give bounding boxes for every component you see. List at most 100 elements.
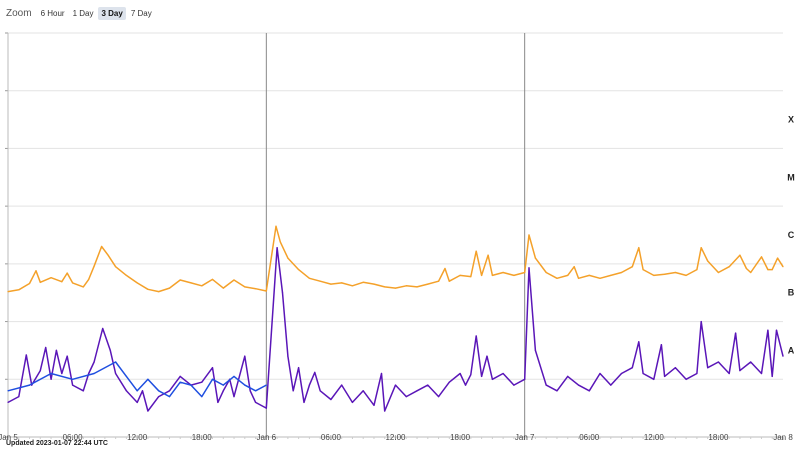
x-tick-label: Jan 5 bbox=[0, 433, 18, 442]
data-point-short_alt bbox=[93, 372, 95, 375]
data-point-short bbox=[728, 372, 730, 375]
data-point-short_alt bbox=[50, 372, 52, 375]
data-point-short bbox=[481, 375, 483, 377]
data-point-short_alt bbox=[115, 361, 117, 363]
data-point-long bbox=[308, 277, 310, 279]
zoom-3-day-button[interactable]: 3 Day bbox=[98, 6, 126, 20]
data-point-long bbox=[771, 269, 773, 271]
data-point-short bbox=[707, 367, 709, 369]
data-point-short bbox=[475, 335, 477, 337]
flare-class-label-c: C bbox=[788, 230, 795, 240]
zoom-7-day-button[interactable]: 7 Day bbox=[127, 6, 155, 20]
data-point-short bbox=[287, 355, 289, 357]
data-point-short bbox=[528, 267, 530, 269]
data-point-short bbox=[330, 398, 332, 401]
data-point-long bbox=[136, 282, 138, 284]
series-line-short_alt bbox=[7, 361, 267, 398]
data-point-long bbox=[384, 286, 386, 288]
data-point-long bbox=[707, 260, 709, 262]
data-point-short bbox=[545, 384, 547, 386]
data-point-short bbox=[308, 384, 310, 386]
data-point-short bbox=[201, 381, 203, 383]
data-point-short bbox=[717, 361, 720, 363]
data-point-long bbox=[696, 269, 698, 271]
data-point-long bbox=[717, 271, 720, 274]
data-point-long bbox=[28, 282, 31, 285]
x-tick-label: 18:00 bbox=[192, 433, 213, 442]
data-point-short bbox=[524, 378, 526, 380]
data-point-long bbox=[782, 266, 784, 268]
data-point-long bbox=[222, 287, 224, 289]
data-point-short bbox=[771, 375, 773, 377]
data-point-long bbox=[275, 225, 277, 227]
data-point-long bbox=[487, 254, 489, 256]
data-point-long bbox=[573, 266, 575, 268]
data-point-short bbox=[72, 384, 74, 386]
data-point-long bbox=[341, 282, 343, 284]
data-point-long bbox=[674, 271, 677, 274]
data-point-long bbox=[556, 277, 558, 279]
data-point-short bbox=[735, 332, 737, 334]
x-tick-label: Jan 7 bbox=[515, 433, 535, 442]
data-point-short bbox=[341, 384, 343, 386]
data-point-long bbox=[265, 290, 267, 292]
data-point-short bbox=[513, 384, 515, 386]
data-point-short_alt bbox=[7, 390, 9, 392]
zoom-label: Zoom bbox=[6, 7, 32, 19]
flare-class-label-a: A bbox=[788, 345, 795, 355]
zoom-1-day-button[interactable]: 1 Day bbox=[69, 6, 97, 20]
data-point-short bbox=[7, 401, 9, 403]
data-point-long bbox=[653, 274, 655, 276]
data-point-long bbox=[438, 280, 440, 282]
data-point-short bbox=[158, 396, 160, 398]
data-point-long bbox=[427, 283, 429, 285]
data-point-short bbox=[373, 404, 375, 406]
data-point-short bbox=[61, 372, 63, 375]
data-point-long bbox=[745, 267, 748, 270]
zoom-6-hour-button[interactable]: 6 Hour bbox=[37, 6, 68, 20]
data-point-short bbox=[211, 367, 214, 369]
data-point-long bbox=[545, 271, 547, 274]
data-point-short bbox=[760, 372, 763, 375]
data-point-short_alt bbox=[222, 384, 224, 386]
data-point-short bbox=[125, 390, 127, 392]
data-point-long bbox=[394, 287, 397, 289]
data-point-long bbox=[373, 283, 375, 285]
data-point-short bbox=[599, 372, 601, 375]
data-point-short bbox=[416, 390, 418, 392]
data-point-long bbox=[72, 282, 74, 284]
data-point-long bbox=[481, 274, 483, 276]
data-point-short bbox=[405, 396, 407, 398]
series-line-short bbox=[7, 246, 784, 412]
data-point-short bbox=[660, 344, 663, 346]
data-point-short bbox=[351, 401, 353, 403]
data-point-short bbox=[620, 372, 623, 375]
flare-class-label-b: B bbox=[788, 288, 795, 298]
data-point-short_alt bbox=[233, 375, 235, 377]
data-point-short bbox=[168, 390, 171, 392]
data-point-short bbox=[82, 390, 84, 392]
data-point-short bbox=[775, 329, 778, 331]
data-point-long bbox=[190, 282, 192, 284]
data-point-short bbox=[179, 375, 181, 377]
x-tick-label: 06:00 bbox=[579, 433, 600, 442]
data-point-short bbox=[18, 396, 20, 398]
data-point-long bbox=[233, 279, 235, 281]
data-point-short bbox=[534, 349, 537, 351]
x-tick-label: 18:00 bbox=[708, 433, 729, 442]
data-point-long bbox=[610, 274, 612, 276]
data-point-short bbox=[502, 372, 504, 375]
data-point-short bbox=[115, 372, 117, 375]
data-point-short bbox=[93, 361, 95, 363]
data-point-short bbox=[486, 355, 488, 357]
data-point-short bbox=[66, 355, 68, 357]
data-point-short_alt bbox=[72, 378, 74, 380]
data-point-long bbox=[459, 274, 461, 276]
data-point-short bbox=[638, 341, 640, 343]
data-point-long bbox=[777, 257, 779, 259]
data-point-short bbox=[782, 355, 784, 357]
data-point-long bbox=[93, 265, 95, 267]
data-point-long bbox=[739, 254, 741, 256]
flare-class-label-x: X bbox=[788, 115, 794, 125]
data-point-short bbox=[438, 396, 440, 398]
